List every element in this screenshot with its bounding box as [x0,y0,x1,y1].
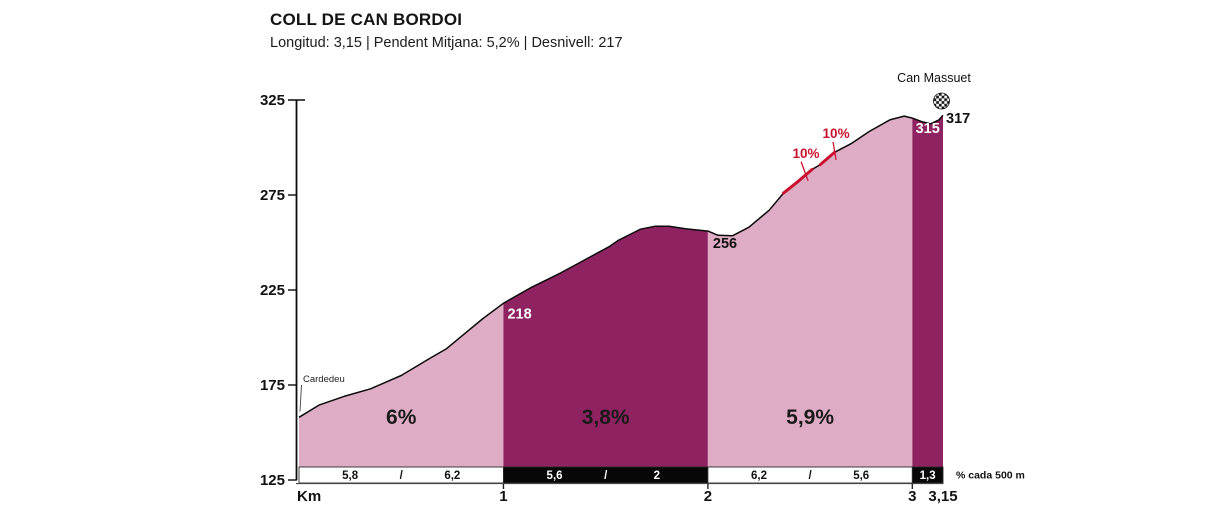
y-axis-label: 175 [260,377,285,394]
x-axis-label: 2 [704,488,712,505]
steep-section-highlight [818,150,837,167]
elevation-label: 317 [946,111,970,127]
strip-value: / [809,470,813,482]
page-title: COLL DE CAN BORDOI [270,10,463,29]
steep-marker-label: 10% [823,126,850,141]
segment-fill [707,116,913,467]
strip-value: 5,8 [342,470,359,482]
strip-value: 1,3 [920,470,936,482]
strip-value: 5,6 [547,470,563,482]
steep-marker-label: 10% [793,146,820,161]
finish-flag-icon [933,92,950,110]
profile-line [298,114,944,418]
strip-value: 2 [654,470,660,482]
x-axis-unit-label: Km [297,488,321,505]
start-label-leader [299,384,302,412]
segment-gradient-label: 3,8% [582,406,630,429]
x-axis-label: 3 [908,488,916,505]
segment-fill [912,115,943,467]
y-axis-label: 275 [260,187,285,204]
steep-section-highlight [782,167,814,195]
steep-marker-leader [832,141,837,160]
steep-marker-leader [800,161,809,181]
x-axis-label: 3,15 [928,488,957,505]
start-location-label: Cardedeu [303,374,345,385]
gradient-strip-box [911,466,944,484]
elevation-label: 315 [916,121,940,137]
x-axis-label: 1 [499,488,507,505]
elevation-label: 218 [507,306,531,322]
summit-location-label: Can Massuet [897,71,971,85]
strip-value: 5,6 [853,470,869,482]
segment-gradient-label: 6% [386,406,417,429]
y-axis-label: 125 [260,472,285,489]
y-axis-label: 325 [260,92,285,109]
strip-value: 6,2 [444,470,460,482]
strip-legend: % cada 500 m [956,470,1025,482]
strip-value: / [604,470,608,482]
page-subtitle: Longitud: 3,15 | Pendent Mitjana: 5,2% |… [270,35,623,51]
elevation-label: 256 [713,236,737,252]
segment-gradient-label: 5,9% [786,406,834,429]
y-axis-label: 225 [260,282,285,299]
strip-value: 6,2 [751,470,767,482]
strip-value: / [400,470,404,482]
segment-fill [503,226,708,467]
